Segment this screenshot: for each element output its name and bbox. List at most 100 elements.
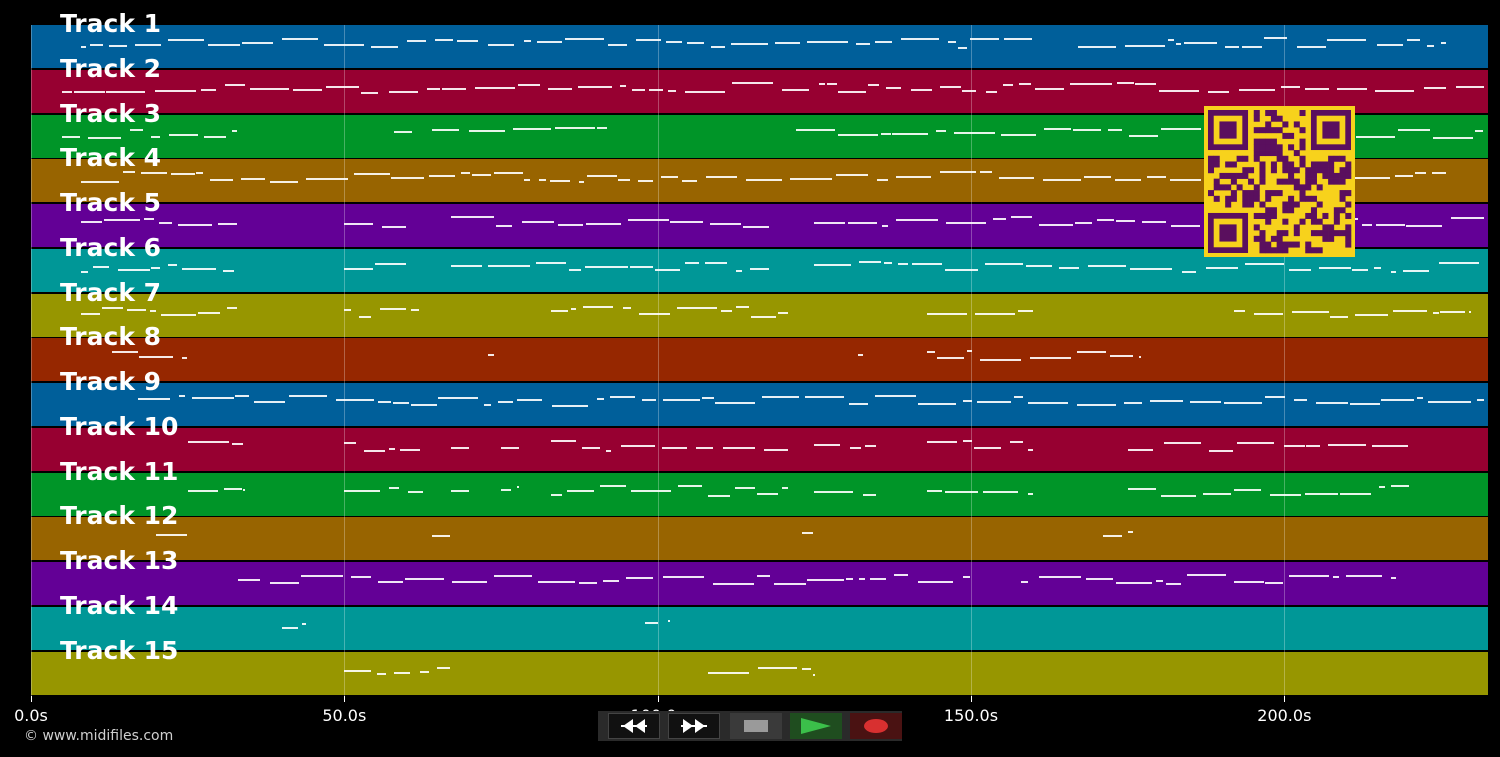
midi-note — [618, 179, 630, 182]
midi-note — [958, 47, 967, 49]
midi-note — [241, 42, 273, 44]
midi-note — [1374, 266, 1381, 269]
tick-mark — [971, 696, 972, 702]
rewind-button[interactable] — [608, 713, 660, 739]
midi-note — [521, 221, 555, 223]
midi-note — [197, 311, 220, 314]
midi-note — [756, 492, 779, 495]
record-button[interactable] — [850, 713, 902, 739]
track-label: Track 9 — [60, 367, 162, 396]
midi-note — [962, 439, 972, 442]
midi-note — [953, 131, 995, 134]
midi-note — [1017, 309, 1033, 312]
midi-note — [1319, 266, 1351, 269]
midi-note — [1296, 46, 1327, 48]
fast-forward-button[interactable] — [668, 713, 720, 739]
midi-note — [106, 90, 145, 93]
midi-note — [668, 89, 677, 92]
midi-note — [1027, 492, 1033, 495]
midi-note — [578, 582, 598, 584]
midi-note — [1403, 269, 1430, 272]
midi-note — [734, 486, 755, 489]
midi-note — [707, 671, 749, 674]
midi-note — [1072, 128, 1102, 131]
track-lane — [31, 562, 1488, 606]
midi-note — [1406, 225, 1443, 227]
midi-note — [678, 484, 703, 487]
midi-note — [375, 262, 406, 265]
midi-note — [1265, 396, 1285, 398]
midi-note — [325, 85, 359, 88]
midi-note — [243, 488, 246, 491]
midi-note — [554, 126, 595, 129]
midi-note — [1181, 270, 1197, 273]
midi-note — [427, 87, 441, 90]
midi-note — [497, 401, 513, 403]
midi-note — [432, 128, 460, 131]
midi-note — [1438, 261, 1479, 264]
midi-note — [568, 268, 582, 271]
stop-button[interactable] — [730, 713, 782, 739]
midi-note — [1043, 127, 1072, 130]
midi-note — [1069, 82, 1113, 85]
midi-note — [736, 305, 750, 308]
midi-note — [140, 172, 168, 175]
midi-note — [627, 219, 669, 221]
midi-note — [484, 404, 491, 406]
midi-note — [488, 44, 515, 46]
midi-note — [392, 402, 409, 404]
midi-note — [557, 224, 583, 226]
midi-note — [781, 486, 789, 489]
midi-note — [869, 578, 887, 580]
midi-note — [344, 308, 352, 311]
midi-note — [468, 129, 506, 132]
record-icon — [864, 719, 888, 733]
midi-note — [630, 265, 654, 268]
midi-note — [608, 44, 627, 46]
midi-note — [450, 446, 469, 449]
midi-note — [1415, 172, 1427, 175]
midi-note — [917, 581, 954, 583]
midi-note — [1406, 39, 1421, 41]
midi-note — [1043, 179, 1082, 182]
rewind-icon — [621, 719, 647, 733]
midi-note — [159, 222, 172, 224]
midi-note — [939, 171, 977, 174]
midi-note — [1027, 448, 1033, 451]
midi-note — [407, 40, 427, 42]
midi-note — [160, 313, 197, 316]
midi-note — [807, 41, 848, 43]
midi-note — [711, 46, 726, 48]
midi-note — [1002, 83, 1013, 86]
midi-note — [1351, 177, 1390, 180]
midi-note — [1332, 576, 1339, 578]
midi-note — [757, 666, 797, 669]
midi-note — [1171, 225, 1200, 227]
midi-note — [969, 38, 999, 40]
midi-note — [661, 446, 688, 449]
midi-note — [1034, 87, 1065, 90]
midi-note — [781, 88, 810, 91]
midi-note — [1398, 128, 1431, 131]
midi-note — [394, 130, 413, 133]
midi-note — [1336, 87, 1368, 90]
midi-note — [735, 269, 742, 272]
midi-note — [536, 261, 567, 264]
midi-note — [281, 626, 299, 629]
midi-note — [344, 223, 374, 225]
play-button[interactable] — [790, 713, 842, 739]
midi-note — [306, 178, 348, 181]
midi-note — [1058, 266, 1080, 269]
midi-note — [388, 486, 400, 489]
midi-note — [893, 574, 908, 576]
midi-note — [859, 578, 865, 580]
midi-note — [1242, 46, 1262, 48]
midi-note — [137, 398, 171, 400]
midi-note — [1263, 37, 1288, 39]
midi-note — [641, 399, 657, 401]
midi-note — [88, 136, 122, 139]
midi-note — [344, 441, 356, 444]
midi-note — [682, 180, 698, 183]
midi-note — [62, 135, 81, 138]
midi-note — [537, 41, 562, 43]
